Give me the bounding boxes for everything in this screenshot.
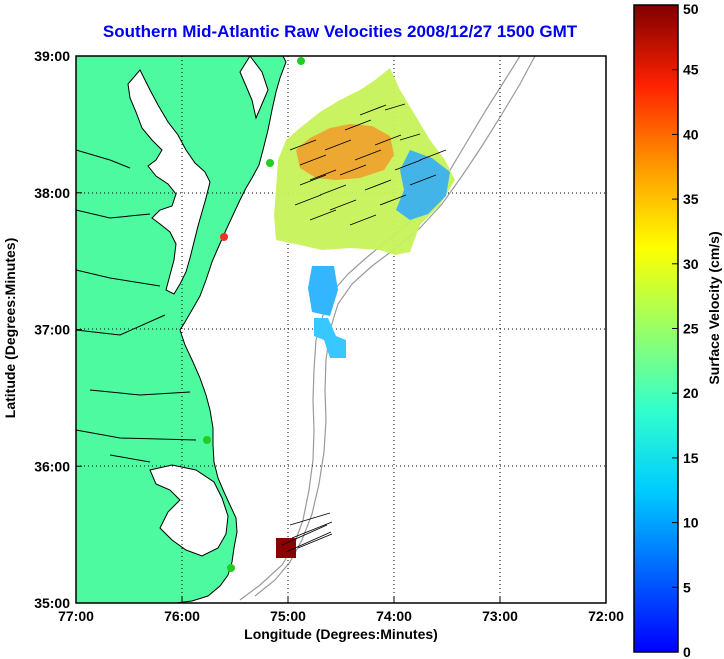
colorbar-tick-label: 20 — [683, 385, 699, 401]
colorbar-tick-label: 5 — [683, 579, 691, 595]
tidal-rivers — [76, 149, 197, 463]
velocity-cell-max — [276, 538, 296, 558]
velocity-patch — [308, 266, 338, 316]
y-tick-label: 37:00 — [34, 322, 70, 338]
colorbar — [633, 4, 679, 653]
bathymetry-contour — [254, 56, 536, 597]
x-tick-label: 77:00 — [58, 608, 94, 624]
x-tick-label: 76:00 — [164, 608, 200, 624]
colorbar-tick-label: 30 — [683, 256, 699, 272]
colorbar-tick-label: 40 — [683, 126, 699, 142]
x-tick-label: 74:00 — [376, 608, 412, 624]
x-axis-label: Longitude (Degrees:Minutes) — [244, 626, 438, 642]
colorbar-tick-label: 35 — [683, 191, 699, 207]
velocity-field-slow — [396, 150, 450, 220]
map-title: Southern Mid-Atlantic Raw Velocities 200… — [102, 22, 578, 41]
velocity-field-fast — [296, 124, 394, 180]
y-tick-label: 38:00 — [34, 185, 70, 201]
velocity-vectors — [281, 103, 447, 553]
station-marker — [227, 564, 235, 572]
pamlico-sound — [149, 464, 229, 557]
colorbar-tick-label: 15 — [683, 450, 699, 466]
station-marker — [220, 233, 228, 241]
colorbar-tick-label: 50 — [683, 1, 699, 17]
station-marker — [266, 159, 274, 167]
colorbar-tick-label: 0 — [683, 644, 691, 659]
velocity-patch — [314, 318, 346, 358]
x-tick-label: 72:00 — [588, 608, 624, 624]
colorbar-tick-label: 45 — [683, 62, 699, 78]
x-tick-label: 75:00 — [270, 608, 306, 624]
colorbar-tick-label: 10 — [683, 515, 699, 531]
chesapeake-bay — [127, 69, 211, 295]
station-marker — [203, 436, 211, 444]
y-tick-label: 39:00 — [34, 48, 70, 64]
colorbar-tick-label: 25 — [683, 321, 699, 337]
y-tick-label: 36:00 — [34, 458, 70, 474]
x-tick-label: 73:00 — [482, 608, 518, 624]
delaware-bay — [239, 56, 269, 120]
station-marker — [297, 57, 305, 65]
y-tick-label: 35:00 — [34, 595, 70, 611]
